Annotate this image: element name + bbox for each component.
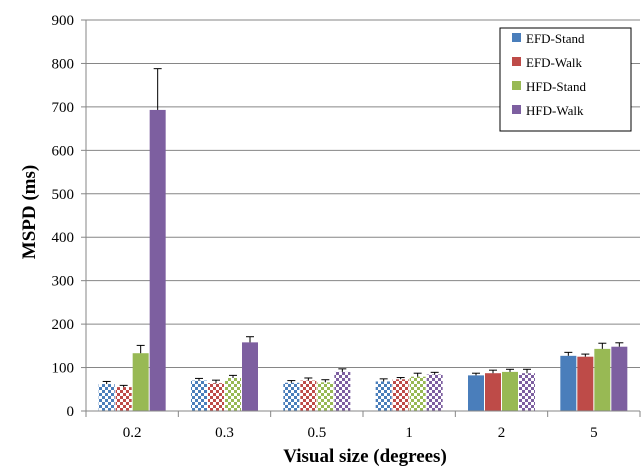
x-tick-label: 2 — [498, 425, 506, 441]
bars — [98, 109, 628, 412]
legend-label: EFD-Stand — [526, 31, 585, 46]
y-tick-label: 600 — [52, 143, 75, 159]
y-tick-label: 0 — [67, 404, 75, 420]
bar-efd-walk-0_5 — [300, 380, 317, 411]
bar-hfd-stand-0_2 — [132, 353, 149, 411]
bar-efd-stand-0_5 — [283, 382, 300, 411]
bar-efd-stand-1 — [375, 381, 392, 411]
x-tick-label: 0.5 — [307, 425, 326, 441]
x-tick-label: 0.3 — [215, 425, 234, 441]
y-tick-label: 200 — [52, 317, 75, 333]
bar-efd-stand-0_2 — [98, 384, 115, 411]
error-bars — [102, 68, 624, 388]
bar-hfd-stand-1 — [409, 376, 426, 411]
y-tick-label: 100 — [52, 361, 75, 377]
bar-efd-walk-0_3 — [208, 383, 224, 411]
axes — [81, 19, 641, 417]
bar-hfd-walk-0_3 — [242, 342, 258, 411]
y-tick-label: 900 — [52, 13, 75, 29]
bar-hfd-stand-5 — [594, 348, 611, 411]
x-tick-label: 0.2 — [123, 425, 142, 441]
legend: EFD-Stand EFD-Walk HFD-Stand HFD-Walk — [499, 27, 632, 132]
legend-label: EFD-Walk — [526, 55, 582, 70]
bar-hfd-walk-5 — [611, 346, 628, 411]
legend-label: HFD-Walk — [526, 103, 584, 118]
bar-hfd-walk-2 — [519, 373, 535, 411]
bar-efd-walk-0_2 — [115, 387, 132, 411]
legend-label: HFD-Stand — [526, 79, 586, 94]
bar-hfd-stand-0_3 — [225, 377, 241, 411]
bar-efd-walk-5 — [577, 356, 594, 411]
bar-efd-stand-0_3 — [191, 380, 207, 411]
bar-hfd-stand-2 — [502, 371, 518, 411]
legend-box — [499, 27, 632, 132]
x-axis-title: Visual size (degrees) — [283, 446, 447, 467]
bar-efd-stand-5 — [560, 355, 577, 411]
legend-swatch — [512, 57, 521, 66]
y-tick-label: 400 — [52, 230, 75, 246]
bar-hfd-walk-1 — [426, 374, 443, 411]
bar-efd-walk-2 — [485, 373, 501, 411]
bar-efd-stand-2 — [468, 375, 484, 411]
x-tick-label: 5 — [590, 425, 598, 441]
bar-hfd-walk-0_2 — [149, 109, 166, 412]
bar-efd-walk-1 — [392, 379, 409, 411]
y-tick-label: 700 — [52, 100, 75, 116]
legend-swatch — [512, 33, 521, 42]
bar-hfd-stand-0_5 — [317, 382, 334, 411]
y-tick-label: 800 — [52, 56, 75, 72]
tick-labels: 0 100 200 300 400 500 600 700 800 900 0.2 0.3 0.5 1 2 5 — [52, 13, 598, 441]
bar-hfd-walk-0_5 — [334, 371, 351, 411]
legend-swatch — [512, 81, 521, 90]
legend-swatch — [512, 105, 521, 114]
x-tick-label: 1 — [405, 425, 413, 441]
y-tick-label: 500 — [52, 187, 75, 203]
y-axis-title: MSPD (ms) — [19, 165, 40, 259]
grid-lines — [86, 19, 640, 369]
y-tick-label: 300 — [52, 274, 75, 290]
